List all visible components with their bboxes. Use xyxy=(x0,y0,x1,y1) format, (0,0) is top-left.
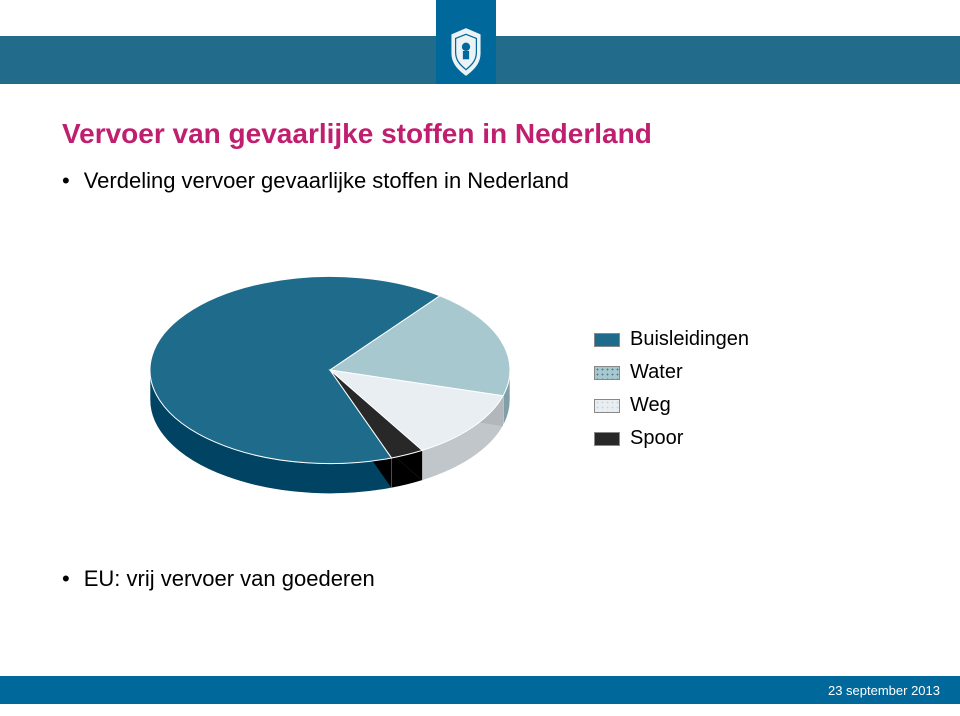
bullet-list-1: Verdeling vervoer gevaarlijke stoffen in… xyxy=(62,168,569,194)
legend-item-spoor: Spoor xyxy=(594,427,749,450)
bullet-list-2: EU: vrij vervoer van goederen xyxy=(62,566,375,592)
footer-date: 23 september 2013 xyxy=(828,683,940,698)
legend-label: Water xyxy=(630,361,683,384)
legend: Buisleidingen Water Weg Spoor xyxy=(594,328,749,460)
government-emblem-icon xyxy=(445,26,487,78)
pie-wrap xyxy=(120,220,540,540)
emblem-box xyxy=(436,0,496,84)
legend-item-buisleidingen: Buisleidingen xyxy=(594,328,749,351)
pie-svg xyxy=(120,220,540,540)
footer-bar: 23 september 2013 xyxy=(0,676,960,704)
bullet-eu: EU: vrij vervoer van goederen xyxy=(62,566,375,592)
legend-swatch xyxy=(594,366,620,380)
legend-item-water: Water xyxy=(594,361,749,384)
legend-swatch xyxy=(594,432,620,446)
page-title: Vervoer van gevaarlijke stoffen in Neder… xyxy=(62,118,652,150)
legend-swatch xyxy=(594,333,620,347)
legend-item-weg: Weg xyxy=(594,394,749,417)
legend-swatch xyxy=(594,399,620,413)
legend-label: Weg xyxy=(630,394,671,417)
bullet-distribution: Verdeling vervoer gevaarlijke stoffen in… xyxy=(62,168,569,194)
pie-chart: Buisleidingen Water Weg Spoor xyxy=(120,220,820,540)
legend-label: Buisleidingen xyxy=(630,328,749,351)
legend-label: Spoor xyxy=(630,427,683,450)
